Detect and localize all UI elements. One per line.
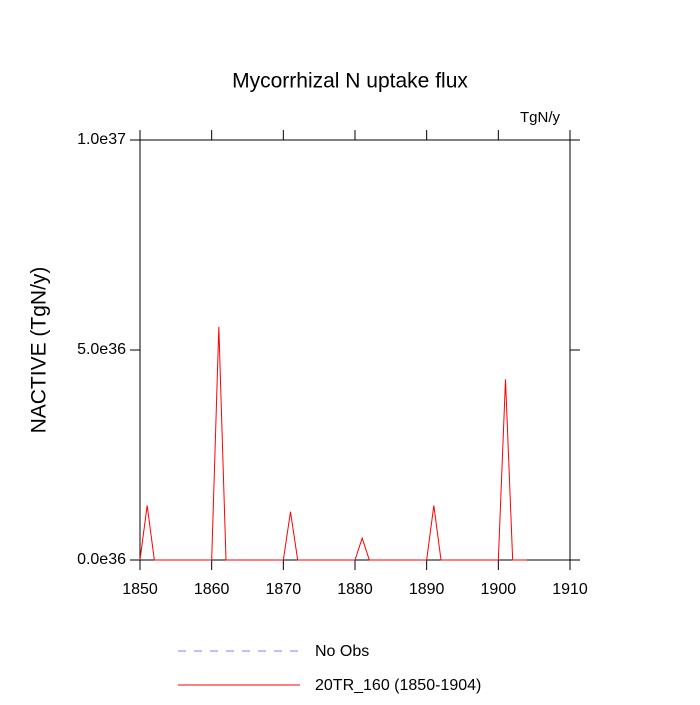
plot-frame bbox=[139, 139, 571, 561]
y-axis-label: NACTIVE (TgN/y) bbox=[28, 267, 51, 434]
y-tick-label: 5.0e36 bbox=[77, 341, 126, 358]
x-tick-label: 1880 bbox=[337, 581, 373, 598]
x-tick-label: 1850 bbox=[122, 581, 158, 598]
x-tick-label: 1910 bbox=[552, 581, 588, 598]
legend-label: No Obs bbox=[315, 643, 369, 660]
y-tick-label: 1.0e37 bbox=[77, 131, 126, 148]
x-tick-label: 1860 bbox=[194, 581, 230, 598]
series-line bbox=[139, 326, 527, 561]
units-label: TgN/y bbox=[520, 109, 561, 126]
y-tick-label: 0.0e36 bbox=[77, 551, 126, 568]
chart-title: Mycorrhizal N uptake flux bbox=[232, 70, 468, 93]
legend-label: 20TR_160 (1850-1904) bbox=[315, 677, 481, 694]
x-tick-label: 1900 bbox=[481, 581, 517, 598]
x-tick-label: 1890 bbox=[409, 581, 445, 598]
x-tick-label: 1870 bbox=[266, 581, 302, 598]
